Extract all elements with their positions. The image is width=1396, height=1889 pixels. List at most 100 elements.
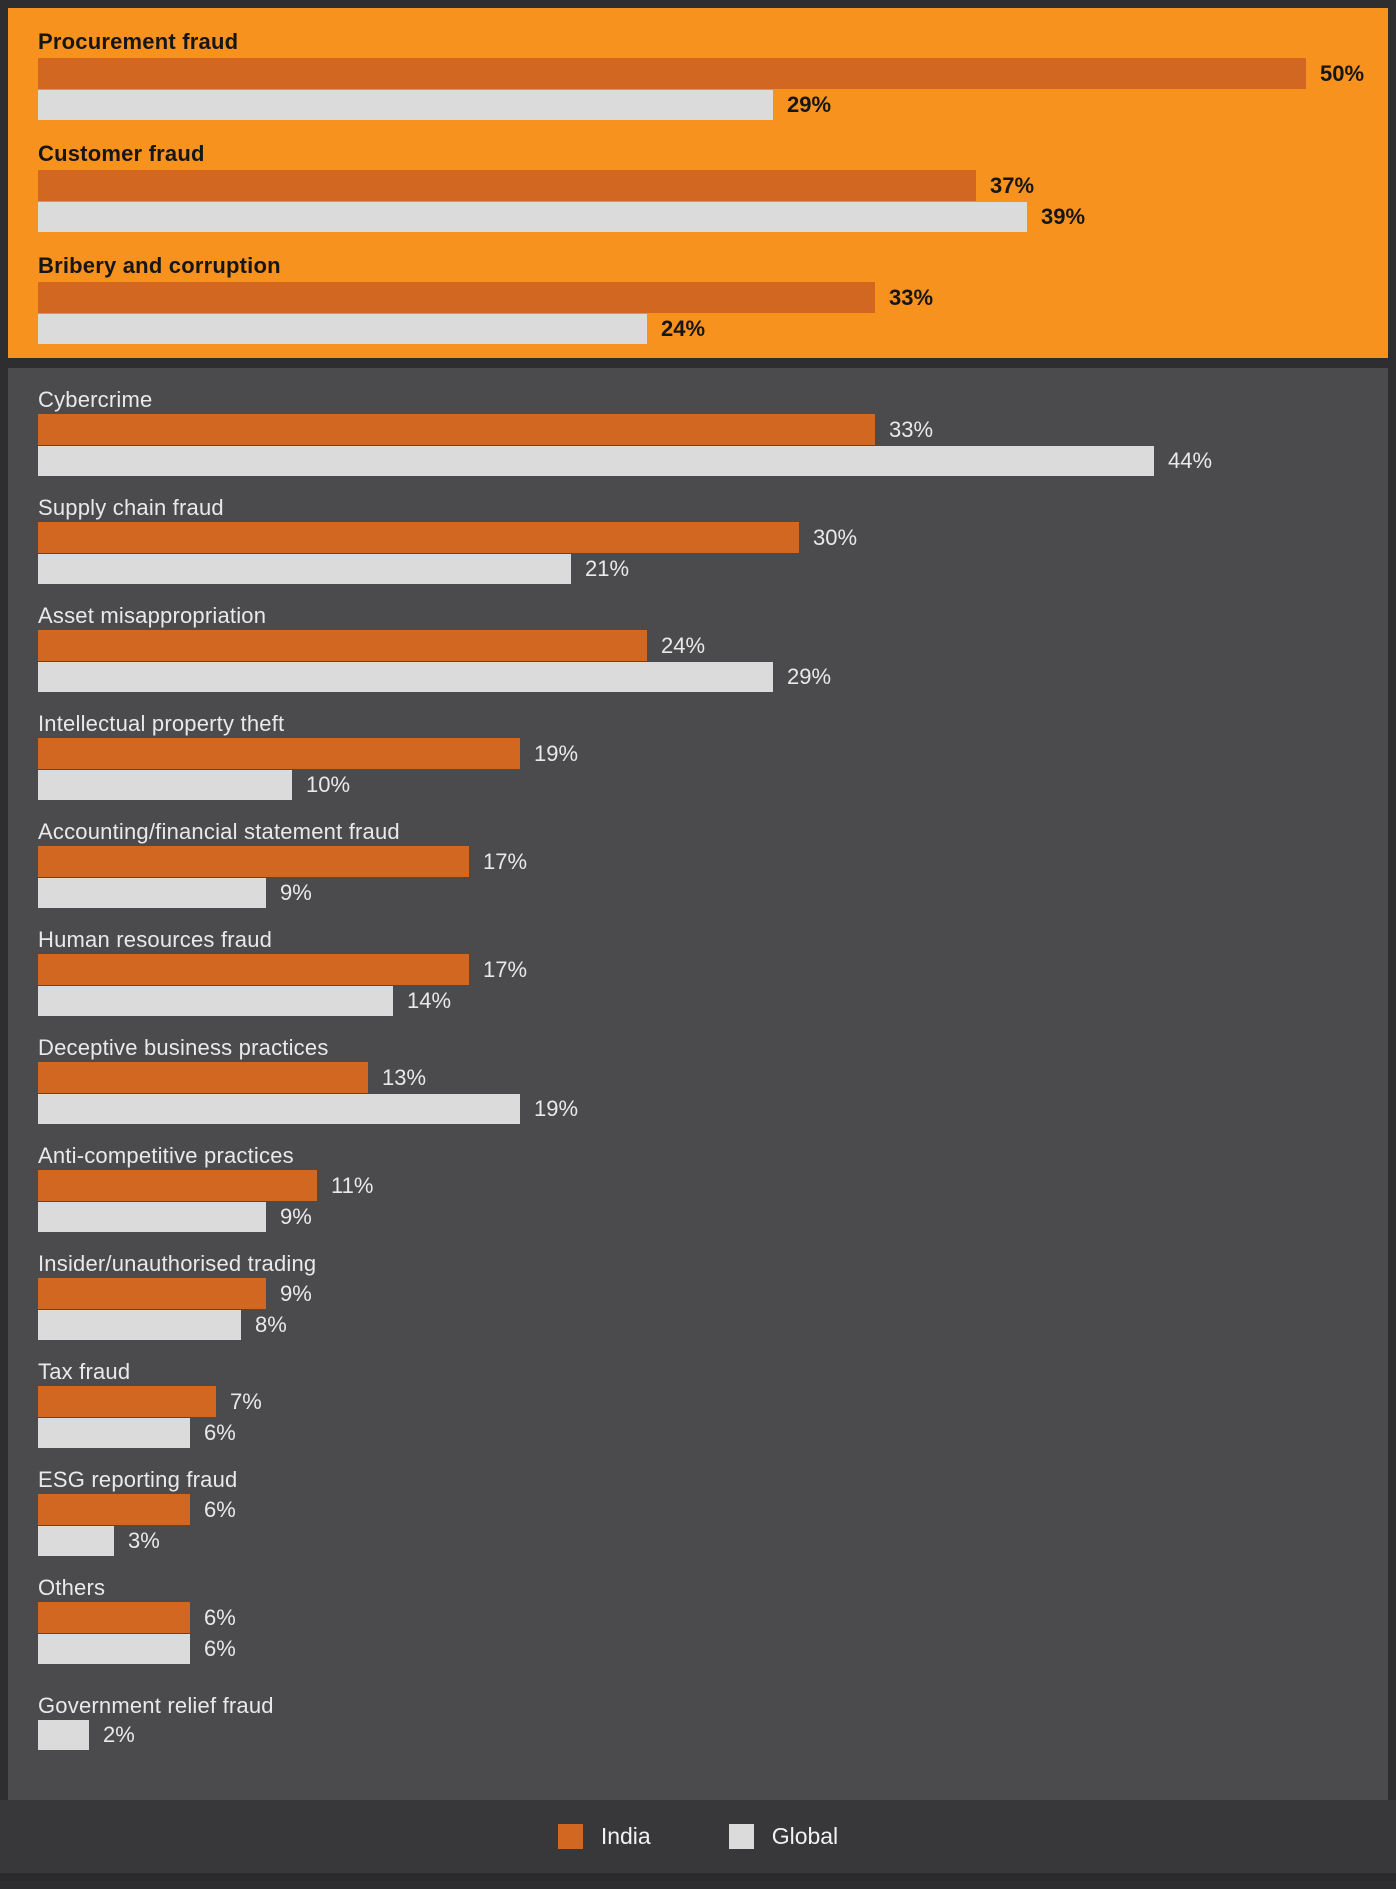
legend-item-global: Global (728, 1823, 838, 1850)
chart-row: Cybercrime 33% 44% (38, 388, 1388, 476)
chart-row: Others 6% 6% (38, 1576, 1388, 1664)
chart-row: Intellectual property theft 19% 10% (38, 712, 1388, 800)
chart-row: Procurement fraud 50% 29% (38, 30, 1388, 120)
chart-row: Insider/unauthorised trading 9% 8% (38, 1252, 1388, 1340)
india-bar (38, 846, 469, 877)
global-bar (38, 1202, 266, 1232)
global-bar-line: 14% (38, 986, 1388, 1016)
global-bar (38, 554, 571, 584)
india-value-label: 11% (331, 1172, 374, 1198)
global-bar-line: 3% (38, 1526, 1388, 1556)
india-bar-line: 6% (38, 1602, 1388, 1633)
category-label: Insider/unauthorised trading (38, 1251, 317, 1276)
global-bar-line: 24% (38, 314, 1388, 344)
chart-row: ESG reporting fraud 6% 3% (38, 1468, 1388, 1556)
bottom-strip (0, 1873, 1396, 1881)
global-bar (38, 1094, 520, 1124)
global-value-label: 9% (280, 1204, 312, 1229)
category-label: Cybercrime (38, 387, 153, 412)
global-bar (38, 90, 773, 120)
global-value-label: 9% (280, 880, 312, 905)
global-bar (38, 662, 773, 692)
page: Procurement fraud 50% 29% Customer fraud… (0, 8, 1396, 1881)
global-value-label: 39% (1041, 204, 1086, 229)
india-bar-line: 11% (38, 1170, 1388, 1201)
category-label: ESG reporting fraud (38, 1467, 238, 1492)
category-label: Customer fraud (38, 141, 205, 166)
india-value-label: 33% (889, 416, 934, 442)
india-bar-line: 13% (38, 1062, 1388, 1093)
india-bar-line: 9% (38, 1278, 1388, 1309)
global-bar-line: 9% (38, 1202, 1388, 1232)
india-bar-line: 6% (38, 1494, 1388, 1525)
india-value-label: 50% (1320, 60, 1365, 86)
india-value-label: 24% (661, 632, 706, 658)
global-bar (38, 1526, 114, 1556)
global-bar-line: 8% (38, 1310, 1388, 1340)
category-label: Others (38, 1575, 106, 1600)
india-bar-line: 50% (38, 58, 1388, 89)
india-value-label: 9% (280, 1280, 312, 1306)
chart-row: Bribery and corruption 33% 24% (38, 254, 1388, 344)
global-value-label: 10% (306, 772, 351, 797)
global-bar-line: 10% (38, 770, 1388, 800)
global-value-label: 6% (204, 1420, 236, 1445)
india-bar-line: 33% (38, 414, 1388, 445)
category-label: Government relief fraud (38, 1693, 274, 1718)
global-value-label: 21% (585, 556, 630, 581)
global-value-label: 3% (128, 1528, 160, 1553)
legend-india-swatch (557, 1824, 583, 1849)
legend-india-label: India (600, 1823, 651, 1849)
global-bar-line: 9% (38, 878, 1388, 908)
global-value-label: 14% (407, 988, 452, 1013)
global-bar (38, 1310, 241, 1340)
category-label: Bribery and corruption (38, 253, 281, 278)
india-value-label: 19% (534, 740, 579, 766)
india-value-label: 6% (204, 1496, 236, 1522)
india-bar-line: 19% (38, 738, 1388, 769)
category-label: Intellectual property theft (38, 711, 285, 736)
india-bar (38, 1386, 216, 1417)
global-value-label: 24% (661, 316, 706, 341)
india-bar-line: 30% (38, 522, 1388, 553)
chart-row: Anti-competitive practices 11% 9% (38, 1144, 1388, 1232)
india-value-label: 37% (990, 172, 1035, 198)
global-value-label: 6% (204, 1636, 236, 1661)
chart-row: Deceptive business practices 13% 19% (38, 1036, 1388, 1124)
category-label: Human resources fraud (38, 927, 273, 952)
india-value-label: 30% (813, 524, 858, 550)
india-bar-line: 37% (38, 170, 1388, 201)
india-bar-line: 17% (38, 846, 1388, 877)
global-value-label: 29% (787, 664, 832, 689)
chart-row: Customer fraud 37% 39% (38, 142, 1388, 232)
india-value-label: 33% (889, 284, 934, 310)
india-bar (38, 954, 469, 985)
india-bar (38, 738, 520, 769)
global-bar (38, 878, 266, 908)
india-bar-line: 7% (38, 1386, 1388, 1417)
highlight-panel: Procurement fraud 50% 29% Customer fraud… (8, 8, 1388, 358)
global-value-label: 19% (534, 1096, 579, 1121)
india-bar (38, 630, 647, 661)
global-bar-line: 6% (38, 1418, 1388, 1448)
chart-row: Tax fraud 7% 6% (38, 1360, 1388, 1448)
global-bar (38, 314, 647, 344)
global-bar-line: 19% (38, 1094, 1388, 1124)
global-value-label: 8% (255, 1312, 287, 1337)
global-bar (38, 1720, 89, 1750)
global-bar (38, 446, 1154, 476)
category-label: Tax fraud (38, 1359, 131, 1384)
global-bar-line: 2% (38, 1720, 1388, 1750)
chart-row: Accounting/financial statement fraud 17%… (38, 820, 1388, 908)
india-bar (38, 1602, 190, 1633)
global-value-label: 2% (103, 1722, 135, 1747)
global-bar-line: 39% (38, 202, 1388, 232)
legend-item-india: India (557, 1823, 651, 1850)
category-label: Deceptive business practices (38, 1035, 329, 1060)
india-value-label: 6% (204, 1604, 236, 1630)
global-bar (38, 770, 292, 800)
category-label: Asset misappropriation (38, 603, 267, 628)
category-label: Procurement fraud (38, 29, 239, 54)
india-bar (38, 1062, 368, 1093)
chart-row: Supply chain fraud 30% 21% (38, 496, 1388, 584)
